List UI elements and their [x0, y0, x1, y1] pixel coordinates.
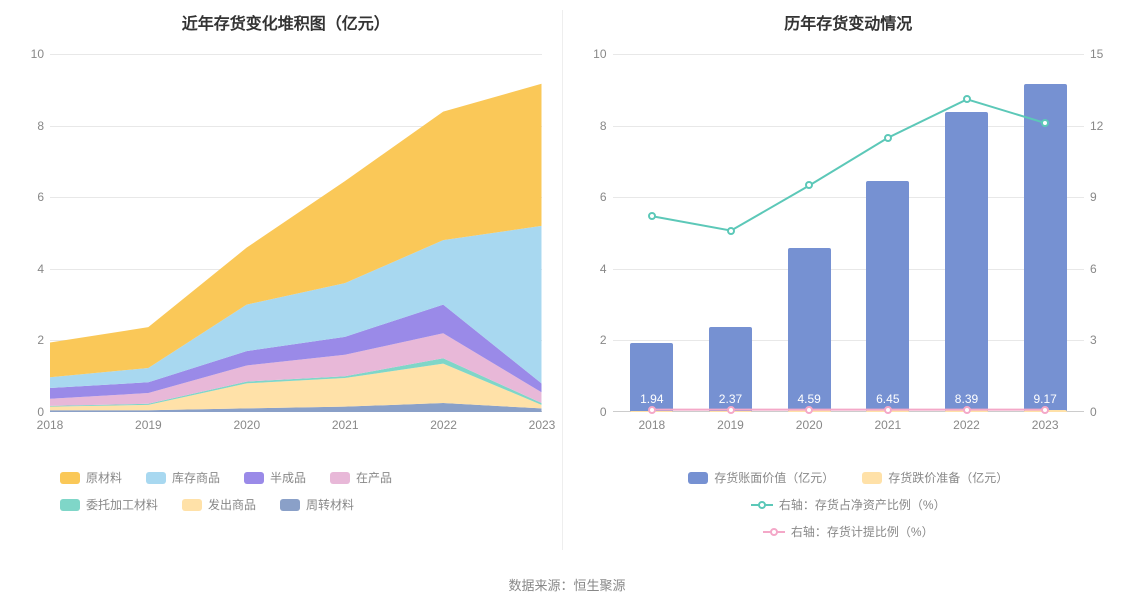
legend-item[interactable]: 库存商品 [146, 469, 220, 486]
y-tick-label: 0 [20, 405, 44, 419]
y-tick-label: 4 [20, 262, 44, 276]
x-tick-label: 2018 [37, 418, 64, 432]
legend-item[interactable]: 存货账面价值（亿元） [688, 469, 834, 486]
left-plot [50, 54, 542, 412]
legend-swatch [862, 472, 882, 484]
y-right-tick-label: 6 [1090, 262, 1114, 276]
y-right-tick-label: 9 [1090, 190, 1114, 204]
legend-item[interactable]: 在产品 [330, 469, 392, 486]
y-left-tick-label: 8 [583, 119, 607, 133]
x-tick-label: 2019 [717, 418, 744, 432]
right-plot: 1.942.374.596.458.399.17 [613, 54, 1085, 412]
legend-label: 原材料 [86, 469, 122, 486]
legend-item[interactable]: 半成品 [244, 469, 306, 486]
right-chart-area: 1.942.374.596.458.399.17 024681003691215… [583, 54, 1115, 434]
legend-label: 半成品 [270, 469, 306, 486]
legend-swatch [60, 472, 80, 484]
right-chart-title: 历年存货变动情况 [583, 10, 1115, 34]
x-tick-label: 2019 [135, 418, 162, 432]
legend-label: 库存商品 [172, 469, 220, 486]
x-tick-label: 2022 [953, 418, 980, 432]
legend-swatch-line [763, 526, 785, 538]
x-tick-label: 2020 [233, 418, 260, 432]
y-left-tick-label: 4 [583, 262, 607, 276]
line-marker [963, 406, 971, 414]
right-legend: 存货账面价值（亿元） 存货跌价准备（亿元） 右轴：存货占净资产比例（%） 右轴：存货计… [583, 469, 1115, 540]
y-left-tick-label: 0 [583, 405, 607, 419]
y-tick-label: 8 [20, 119, 44, 133]
left-legend: 原材料 库存商品 半成品 在产品委托加工材料 发出商品 周转材料 [20, 469, 552, 513]
data-source-footer: 数据来源：恒生聚源 [0, 575, 1134, 594]
legend-item[interactable]: 委托加工材料 [60, 496, 158, 513]
left-panel: 近年存货变化堆积图（亿元） 0 2 4 6 8 10 2018 2019 2020 2021 202… [20, 10, 552, 550]
x-tick-label: 2023 [1032, 418, 1059, 432]
legend-label: 周转材料 [306, 496, 354, 513]
y-right-tick-label: 15 [1090, 47, 1114, 61]
line-marker [727, 406, 735, 414]
legend-label: 存货账面价值（亿元） [714, 469, 834, 486]
legend-swatch [60, 499, 80, 511]
y-tick-label: 6 [20, 190, 44, 204]
y-right-tick-label: 3 [1090, 333, 1114, 347]
left-chart-area: 0246810201820192020202120222023 [20, 54, 552, 434]
legend-swatch [688, 472, 708, 484]
line-layer-svg [613, 54, 1085, 412]
legend-label: 发出商品 [208, 496, 256, 513]
x-tick-label: 2020 [796, 418, 823, 432]
left-chart-title: 近年存货变化堆积图（亿元） [20, 10, 552, 34]
y-tick-label: 2 [20, 333, 44, 347]
x-tick-label: 2023 [529, 418, 556, 432]
line-marker [884, 134, 892, 142]
stacked-area-svg [50, 54, 542, 412]
legend-swatch [182, 499, 202, 511]
legend-item[interactable]: 发出商品 [182, 496, 256, 513]
line-marker [963, 95, 971, 103]
legend-item[interactable]: 周转材料 [280, 496, 354, 513]
legend-item[interactable]: 右轴：存货占净资产比例（%） [751, 496, 946, 513]
x-tick-label: 2021 [332, 418, 359, 432]
y-left-tick-label: 10 [583, 47, 607, 61]
line-marker [648, 406, 656, 414]
legend-swatch [330, 472, 350, 484]
right-panel: 历年存货变动情况 1.942.374.596.458.399.17 0 2 4 6 8 1… [562, 10, 1115, 550]
y-left-tick-label: 6 [583, 190, 607, 204]
legend-swatch-line [751, 499, 773, 511]
legend-item[interactable]: 原材料 [60, 469, 122, 486]
legend-label: 在产品 [356, 469, 392, 486]
y-right-tick-label: 12 [1090, 119, 1114, 133]
legend-label: 右轴：存货计提比例（%） [791, 523, 934, 540]
line-marker [727, 227, 735, 235]
legend-swatch [244, 472, 264, 484]
line-marker [805, 181, 813, 189]
y-left-tick-label: 2 [583, 333, 607, 347]
legend-swatch [146, 472, 166, 484]
line-marker [884, 406, 892, 414]
legend-label: 委托加工材料 [86, 496, 158, 513]
line-series [652, 99, 1045, 230]
x-tick-label: 2022 [430, 418, 457, 432]
legend-swatch [280, 499, 300, 511]
line-marker [1041, 406, 1049, 414]
x-tick-label: 2018 [638, 418, 665, 432]
legend-label: 存货跌价准备（亿元） [888, 469, 1008, 486]
legend-item[interactable]: 存货跌价准备（亿元） [862, 469, 1008, 486]
line-marker [648, 212, 656, 220]
y-tick-label: 10 [20, 47, 44, 61]
line-marker [1041, 119, 1049, 127]
y-right-tick-label: 0 [1090, 405, 1114, 419]
line-marker [805, 406, 813, 414]
legend-label: 右轴：存货占净资产比例（%） [779, 496, 946, 513]
x-tick-label: 2021 [874, 418, 901, 432]
legend-item[interactable]: 右轴：存货计提比例（%） [763, 523, 934, 540]
